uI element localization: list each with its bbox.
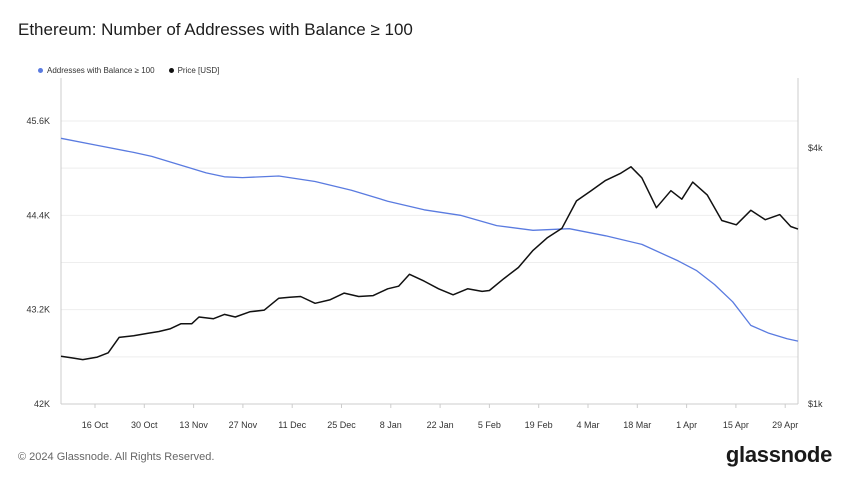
x-tick-label: 22 Jan <box>427 420 454 430</box>
x-tick-label: 19 Feb <box>525 420 553 430</box>
y-left-tick-label: 42K <box>34 399 50 409</box>
x-tick-label: 27 Nov <box>229 420 258 430</box>
glassnode-logo: glassnode <box>725 442 832 467</box>
copyright-footer: © 2024 Glassnode. All Rights Reserved. <box>18 451 215 463</box>
legend-label-addresses: Addresses with Balance ≥ 100 <box>47 66 155 75</box>
x-tick-label: 15 Apr <box>723 420 749 430</box>
x-tick-label: 29 Apr <box>772 420 798 430</box>
x-tick-label: 11 Dec <box>278 420 306 430</box>
y-right-tick-label: $4k <box>808 143 823 153</box>
x-tick-label: 8 Jan <box>380 420 402 430</box>
x-tick-label: 13 Nov <box>179 420 208 430</box>
legend-item-addresses[interactable]: Addresses with Balance ≥ 100 <box>38 66 155 75</box>
x-tick-label: 25 Dec <box>327 420 356 430</box>
y-left-tick-label: 44.4K <box>26 210 50 220</box>
legend-dot-price <box>168 68 174 73</box>
y-left-tick-label: 45.6K <box>26 116 50 126</box>
x-tick-label: 18 Mar <box>623 420 651 430</box>
x-tick-label: 30 Oct <box>131 420 158 430</box>
addresses-series-line <box>60 137 799 342</box>
legend-label-price: Price [USD] <box>177 66 220 75</box>
legend: Addresses with Balance ≥ 100 Price [USD] <box>38 66 219 75</box>
chart-title: Ethereum: Number of Addresses with Balan… <box>18 20 413 39</box>
x-tick-label: 5 Feb <box>478 420 501 430</box>
x-tick-label: 4 Mar <box>576 420 599 430</box>
x-tick-label: 1 Apr <box>676 420 697 430</box>
legend-item-price[interactable]: Price [USD] <box>168 66 220 75</box>
legend-dot-addresses <box>38 68 43 73</box>
y-left-tick-label: 43.2K <box>26 305 50 315</box>
x-tick-label: 16 Oct <box>82 420 109 430</box>
price-series-line <box>60 166 799 361</box>
y-right-tick-label: $1k <box>808 399 823 409</box>
